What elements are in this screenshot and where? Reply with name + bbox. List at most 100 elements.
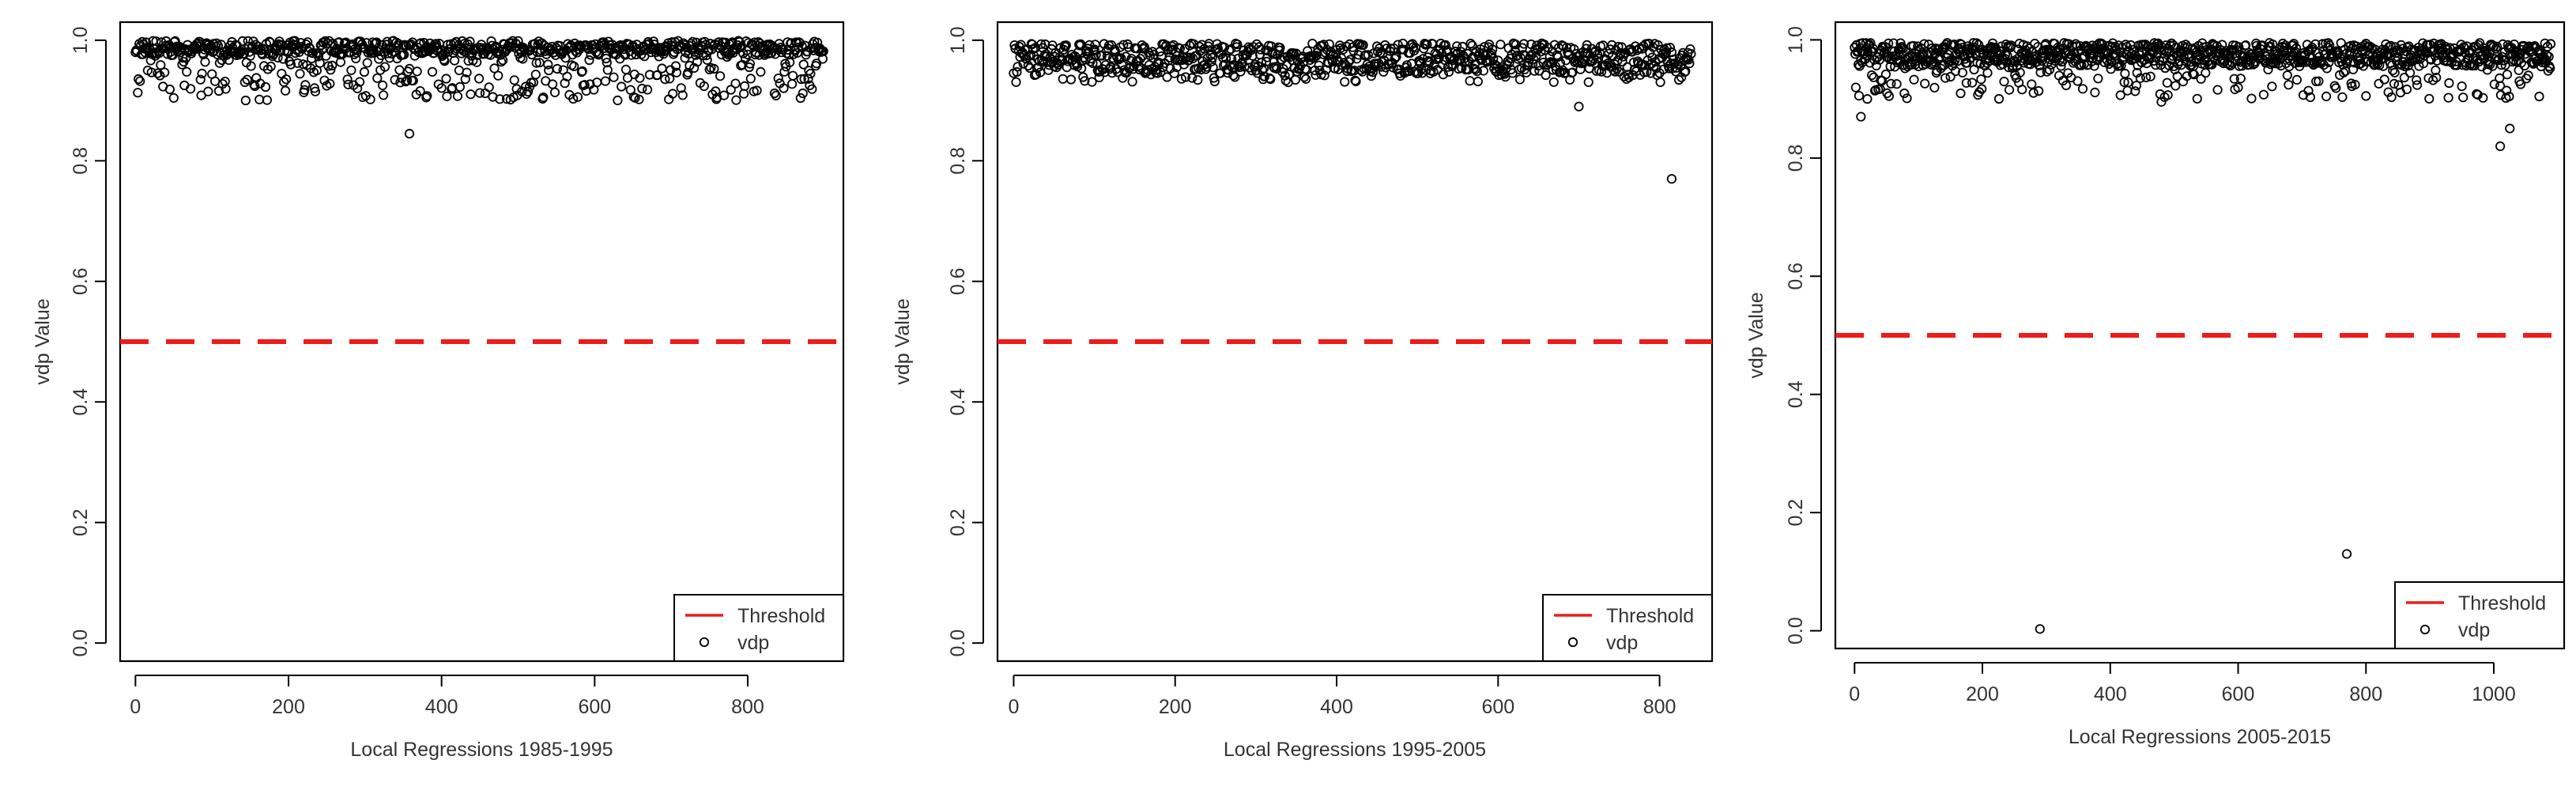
vdp-point xyxy=(1353,50,1363,60)
vdp-point xyxy=(637,83,647,94)
x-axis-label: Local Regressions 1985-1995 xyxy=(350,739,613,761)
vdp-point xyxy=(2419,59,2429,69)
vdp-point xyxy=(2463,53,2473,63)
y-axis-label: vdp Value xyxy=(1745,292,1767,378)
vdp-point xyxy=(194,36,205,47)
vdp-point xyxy=(390,74,400,85)
vdp-point xyxy=(569,61,579,72)
vdp-point xyxy=(1080,76,1090,86)
vdp-point xyxy=(258,43,269,54)
y-tick-label: 0.6 xyxy=(1785,263,1807,290)
vdp-point xyxy=(715,71,726,81)
vdp-point xyxy=(2212,85,2223,95)
vdp-point xyxy=(2004,85,2015,95)
y-tick-label: 0.8 xyxy=(70,147,92,175)
vdp-point xyxy=(456,48,466,59)
vdp-point xyxy=(2401,84,2412,95)
vdp-point xyxy=(260,81,271,93)
vdp-point xyxy=(2284,80,2294,90)
vdp-point xyxy=(460,74,470,85)
vdp-point xyxy=(296,37,306,48)
vdp-point xyxy=(1495,40,1506,50)
vdp-points xyxy=(130,36,828,139)
vdp-point xyxy=(1472,66,1482,77)
vdp-point xyxy=(1640,60,1650,70)
vdp-point xyxy=(2118,51,2129,62)
vdp-point xyxy=(285,59,296,70)
vdp-point xyxy=(1993,93,2005,104)
chart-panel-3: 0.0 0.2 0.4 0.6 0.8 1.0 0 200 400 600 800 1000 Local… xyxy=(1745,21,2566,748)
vdp-point xyxy=(526,49,537,60)
vdp-point xyxy=(686,39,696,49)
vdp-point-outlier xyxy=(1862,94,1873,104)
vdp-point xyxy=(2457,81,2467,92)
vdp-point xyxy=(1088,58,1098,69)
vdp-point xyxy=(1488,44,1498,55)
vdp-point xyxy=(702,55,712,65)
vdp-point xyxy=(2291,74,2302,85)
vdp-point xyxy=(1193,75,1203,85)
vdp-point xyxy=(2141,72,2152,83)
vdp-point xyxy=(2027,79,2037,89)
vdp-point xyxy=(1255,44,1266,55)
vdp-point-outlier xyxy=(2035,624,2045,634)
vdp-point xyxy=(1146,70,1156,80)
vdp-point xyxy=(1899,88,1910,99)
vdp-point xyxy=(1976,74,1986,85)
vdp-point xyxy=(1178,52,1189,63)
vdp-point xyxy=(310,86,320,96)
vdp-point xyxy=(2386,40,2396,51)
vdp-point xyxy=(206,40,217,51)
vdp-point xyxy=(1094,72,1104,83)
vdp-point xyxy=(1999,77,2009,87)
vdp-point xyxy=(237,36,247,47)
vdp-point xyxy=(1275,43,1285,53)
vdp-point xyxy=(2072,76,2083,86)
vdp-point xyxy=(1023,60,1033,71)
vdp-point xyxy=(452,91,463,101)
vdp-point xyxy=(1480,51,1491,61)
vdp-point xyxy=(2120,68,2130,79)
vdp-point xyxy=(245,51,255,61)
vdp-point xyxy=(2544,51,2554,62)
vdp-point-outlier xyxy=(2514,76,2525,86)
vdp-point xyxy=(182,66,192,77)
y-tick-label: 0.4 xyxy=(1785,380,1807,408)
vdp-point xyxy=(1850,82,1861,93)
vdp-point xyxy=(257,49,268,60)
vdp-point xyxy=(799,74,809,84)
vdp-point xyxy=(2458,93,2469,103)
vdp-point-outlier xyxy=(1666,174,1677,184)
vdp-point xyxy=(427,66,438,77)
vdp-point xyxy=(1401,60,1412,70)
vdp-point xyxy=(1091,50,1101,60)
vdp-point xyxy=(346,65,356,75)
vdp-point xyxy=(217,79,228,89)
chart-panel-2: 0.0 0.2 0.4 0.6 0.8 1.0 0 200 400 600 800 Local Reg… xyxy=(892,21,1714,761)
vdp-point xyxy=(577,66,587,77)
vdp-point xyxy=(677,90,688,100)
vdp-point xyxy=(1940,73,1951,83)
x-tick-label: 800 xyxy=(1643,696,1676,718)
vdp-point xyxy=(2424,93,2435,104)
y-tick-label: 0.6 xyxy=(947,267,969,295)
vdp-point xyxy=(2172,71,2182,81)
vdp-point xyxy=(1175,43,1186,54)
vdp-point xyxy=(1967,78,1978,88)
vdp-point xyxy=(544,65,554,76)
x-tick-label: 200 xyxy=(272,696,305,718)
vdp-point xyxy=(1192,51,1202,61)
vdp-point xyxy=(151,36,161,47)
legend-vdp-swatch xyxy=(2419,624,2431,635)
vdp-point xyxy=(2030,38,2040,49)
vdp-point xyxy=(325,78,335,89)
x-axis-label: Local Regressions 1995-2005 xyxy=(1224,739,1486,761)
vdp-point xyxy=(1884,91,1894,101)
vdp-point xyxy=(2015,67,2025,78)
vdp-point xyxy=(1232,39,1243,50)
vdp-point xyxy=(359,66,369,78)
vdp-point xyxy=(1487,48,1497,59)
vdp-point xyxy=(699,81,709,92)
vdp-point xyxy=(465,36,475,47)
vdp-point xyxy=(1416,64,1427,74)
